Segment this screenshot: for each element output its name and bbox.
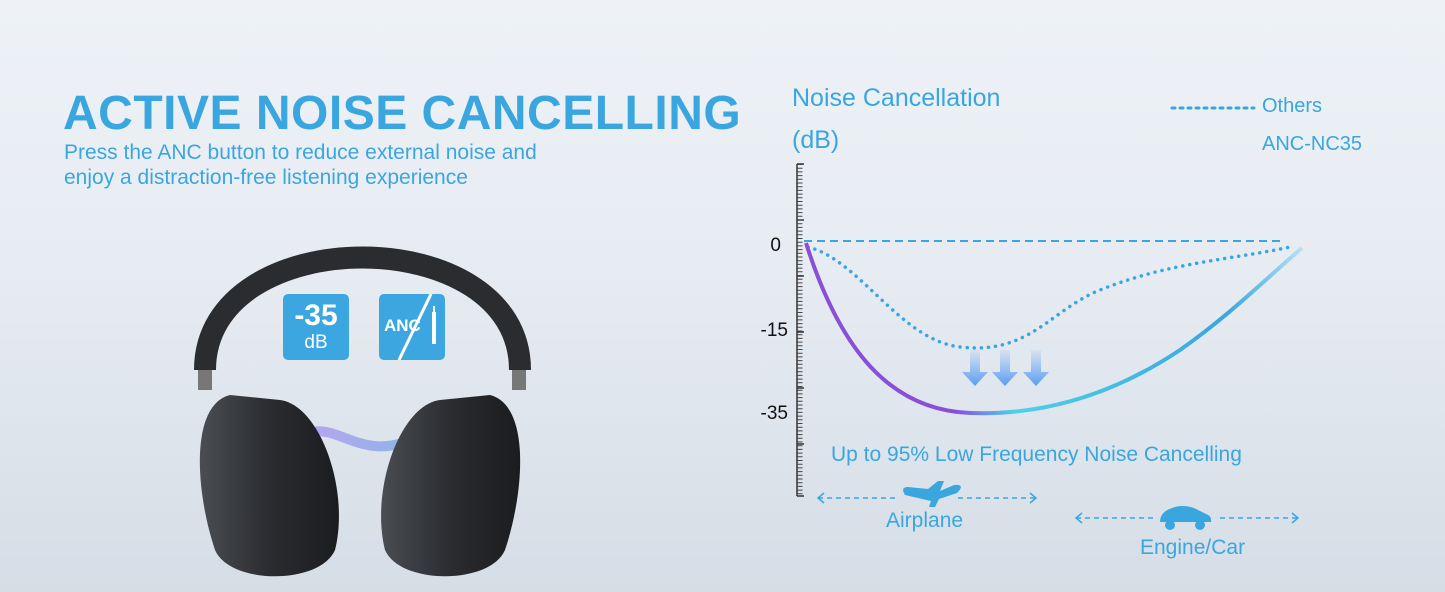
legend-anc-nc35: ANC-NC35 xyxy=(1262,133,1363,155)
chart-title-unit: (dB) xyxy=(792,126,840,154)
anc-slash-jack-icon xyxy=(397,294,436,360)
right-earcup xyxy=(381,395,521,577)
legend-others: Others xyxy=(1262,95,1323,117)
down-arrows-icon xyxy=(962,350,1049,386)
ytick-neg35: -35 xyxy=(760,403,788,424)
engine-range-arrow xyxy=(1074,512,1300,524)
legend-swatches xyxy=(1170,106,1256,147)
anc-badge: ANC xyxy=(379,294,445,360)
others-curve xyxy=(806,245,1292,350)
category-airplane: Airplane xyxy=(886,509,964,532)
headband xyxy=(194,246,531,371)
noise-chart-plot xyxy=(796,163,1304,530)
chart-title: Noise Cancellation xyxy=(792,84,1001,112)
category-engine-car: Engine/Car xyxy=(1140,536,1246,559)
sound-wave-left xyxy=(9,420,193,550)
db-unit: dB xyxy=(304,332,328,353)
ytick-neg15: -15 xyxy=(760,320,788,341)
chart-annotation: Up to 95% Low Frequency Noise Cancelling xyxy=(831,443,1242,466)
sound-wave-right xyxy=(529,438,701,540)
page-title: ACTIVE NOISE CANCELLING xyxy=(63,87,742,140)
y-axis xyxy=(796,163,804,497)
car-icon xyxy=(1160,506,1212,530)
ytick-0: 0 xyxy=(770,235,781,256)
left-earcup xyxy=(199,395,339,577)
airplane-range-arrow xyxy=(816,492,1038,504)
airplane-icon xyxy=(903,481,961,507)
subtitle-line-1: Press the ANC button to reduce external … xyxy=(64,141,537,164)
headphones-illustration xyxy=(9,246,701,577)
anc-nc35-curve xyxy=(804,242,1304,416)
subtitle-line-2: enjoy a distraction-free listening exper… xyxy=(64,166,468,189)
db-badge: -35 dB xyxy=(283,294,349,360)
anc-label: ANC xyxy=(384,316,421,335)
db-value: -35 xyxy=(294,299,338,332)
